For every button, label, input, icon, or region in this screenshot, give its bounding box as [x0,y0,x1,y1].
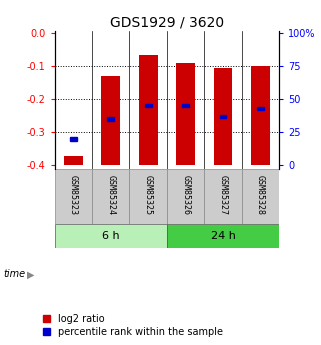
Text: GSM85324: GSM85324 [106,175,115,215]
Bar [101,76,120,166]
Bar [214,68,232,166]
FancyBboxPatch shape [167,224,279,248]
Bar [145,104,152,107]
Text: time: time [3,269,25,279]
Bar [176,62,195,166]
Legend: log2 ratio, percentile rank within the sample: log2 ratio, percentile rank within the s… [43,314,223,337]
Bar [139,55,158,166]
Title: GDS1929 / 3620: GDS1929 / 3620 [110,16,224,30]
FancyBboxPatch shape [204,169,242,224]
Text: GSM85323: GSM85323 [69,175,78,215]
Bar [107,117,114,121]
Bar [257,107,264,110]
Text: GSM85326: GSM85326 [181,175,190,215]
Text: 6 h: 6 h [102,231,119,241]
Text: GSM85328: GSM85328 [256,175,265,215]
Bar [182,104,189,107]
Bar [220,115,226,118]
Text: ▶: ▶ [27,269,35,279]
FancyBboxPatch shape [129,169,167,224]
FancyBboxPatch shape [55,169,92,224]
Text: GSM85327: GSM85327 [219,175,228,215]
Text: 24 h: 24 h [211,231,236,241]
Bar [64,156,83,166]
Bar [70,137,77,141]
FancyBboxPatch shape [92,169,129,224]
Bar [251,66,270,166]
FancyBboxPatch shape [167,169,204,224]
FancyBboxPatch shape [242,169,279,224]
FancyBboxPatch shape [55,224,167,248]
Text: GSM85325: GSM85325 [144,175,153,215]
